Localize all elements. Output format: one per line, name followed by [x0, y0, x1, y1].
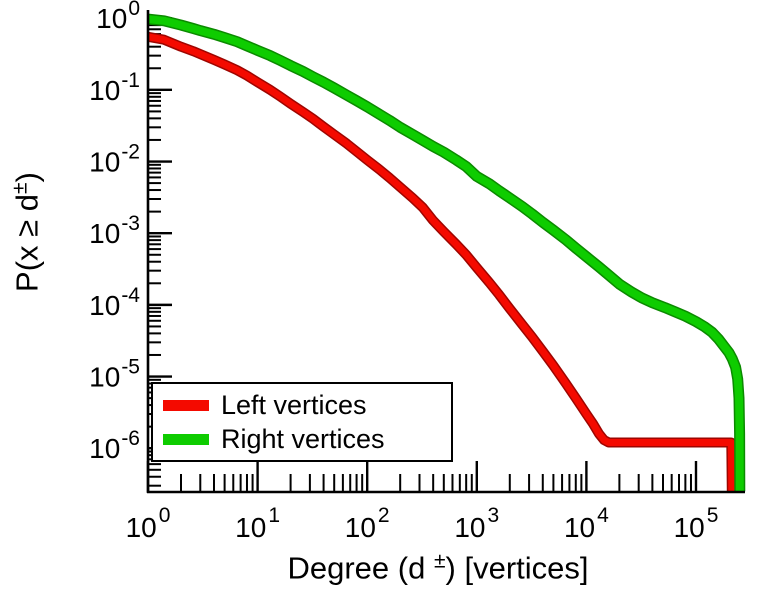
y-tick-label: 10-3	[89, 212, 140, 249]
legend-swatch-left-vertices	[163, 399, 209, 411]
x-axis-label-text: Degree (d	[287, 550, 434, 586]
y-axis-label-sup: ±	[8, 182, 32, 194]
y-tick-label: 10-1	[89, 69, 140, 106]
x-tick-label: 105	[674, 504, 719, 543]
legend-label-left-vertices: Left vertices	[221, 389, 367, 420]
y-tick-label: 100	[96, 0, 140, 34]
x-tick-label: 101	[235, 504, 280, 543]
legend: Left vertices Right vertices	[151, 382, 453, 462]
x-axis-label: Degree (d ±) [vertices]	[287, 549, 588, 586]
legend-swatch-right-vertices	[163, 433, 209, 445]
y-tick-label: 10-5	[89, 356, 140, 393]
y-tick-label: 10-4	[89, 284, 140, 321]
series-line-right-vertices	[147, 15, 744, 492]
y-axis-label-text: P(x ≥ d	[9, 193, 45, 292]
y-tick-label: 10-2	[89, 141, 140, 178]
legend-item-left-vertices: Left vertices	[163, 389, 451, 420]
plot-area	[147, 13, 746, 492]
legend-label-right-vertices: Right vertices	[221, 423, 385, 454]
y-tick-label: 10-6	[89, 427, 140, 464]
x-tick-label: 104	[564, 504, 609, 543]
series-line-left-vertices	[147, 33, 736, 492]
x-tick-label: 100	[126, 504, 171, 543]
legend-item-right-vertices: Right vertices	[163, 423, 451, 454]
x-axis-label-post: ) [vertices]	[445, 550, 589, 586]
y-axis-label-post: )	[9, 172, 45, 183]
x-tick-label: 102	[345, 504, 390, 543]
x-tick-label: 103	[454, 504, 499, 543]
x-axis-label-sup: ±	[433, 549, 446, 573]
y-axis-label: P(x ≥ d±)	[8, 172, 45, 292]
